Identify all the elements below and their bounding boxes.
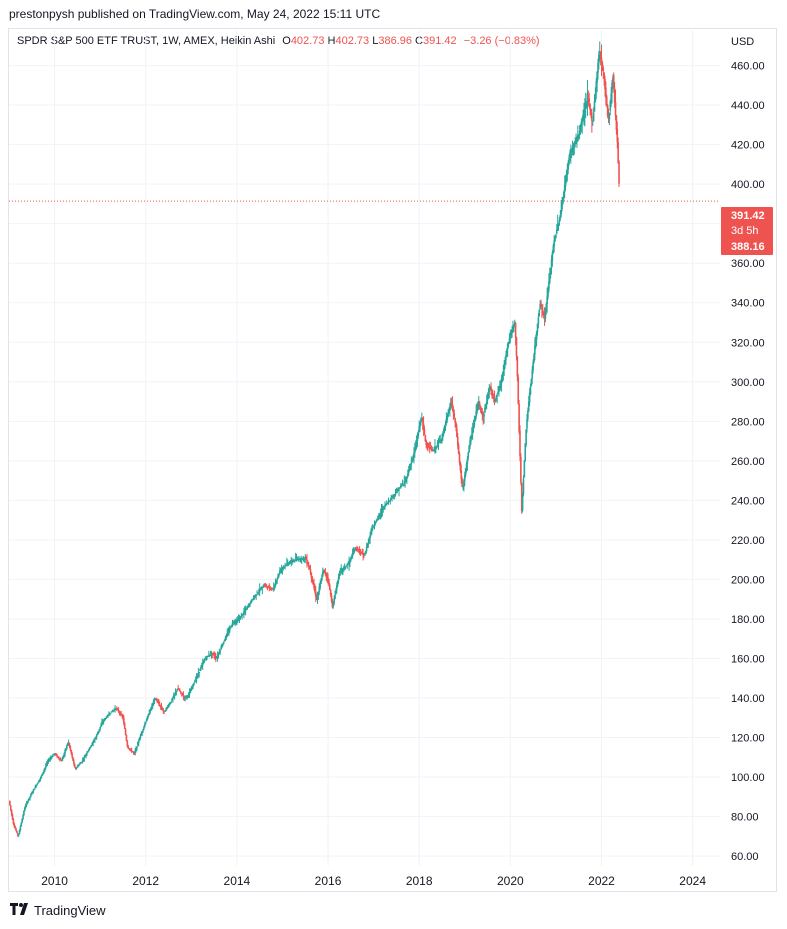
low-label: L: [372, 35, 379, 47]
high-value: 402.73: [335, 35, 370, 47]
high-label: H: [327, 35, 336, 47]
low-value: 386.96: [378, 35, 412, 47]
close-label: C: [415, 35, 423, 47]
chart-frame: [8, 28, 777, 892]
symbol-name: SPDR S&P 500 ETF TRUST, 1W, AMEX, Heikin…: [17, 35, 276, 47]
open-label: O: [282, 35, 291, 47]
footer-brand[interactable]: TradingView: [10, 903, 106, 918]
publish-header: prestonpysh published on TradingView.com…: [9, 7, 381, 21]
open-value: 402.73: [290, 35, 325, 47]
footer-brand-text: TradingView: [34, 903, 106, 918]
close-value: 391.42: [423, 35, 457, 47]
change-value: −3.26 (−0.83%): [463, 35, 540, 47]
symbol-legend: SPDR S&P 500 ETF TRUST, 1W, AMEX, Heikin…: [17, 35, 540, 47]
tradingview-logo-icon: [10, 903, 30, 918]
